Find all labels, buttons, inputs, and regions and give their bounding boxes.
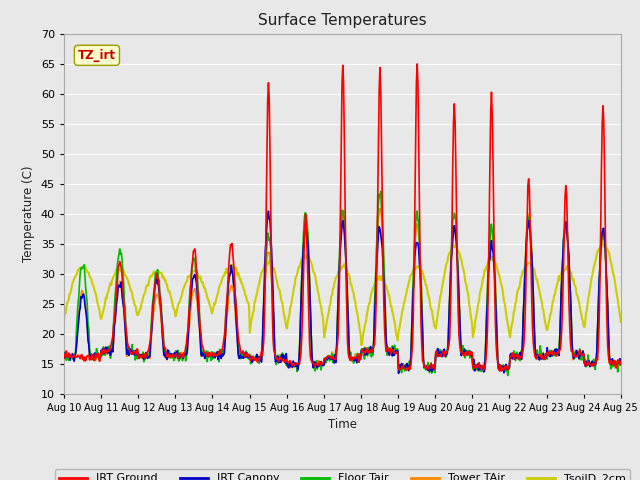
Text: TZ_irt: TZ_irt (78, 49, 116, 62)
Y-axis label: Temperature (C): Temperature (C) (22, 165, 35, 262)
Title: Surface Temperatures: Surface Temperatures (258, 13, 427, 28)
Legend: IRT Ground, IRT Canopy, Floor Tair, Tower TAir, TsoilD_2cm: IRT Ground, IRT Canopy, Floor Tair, Towe… (55, 469, 630, 480)
X-axis label: Time: Time (328, 418, 357, 431)
